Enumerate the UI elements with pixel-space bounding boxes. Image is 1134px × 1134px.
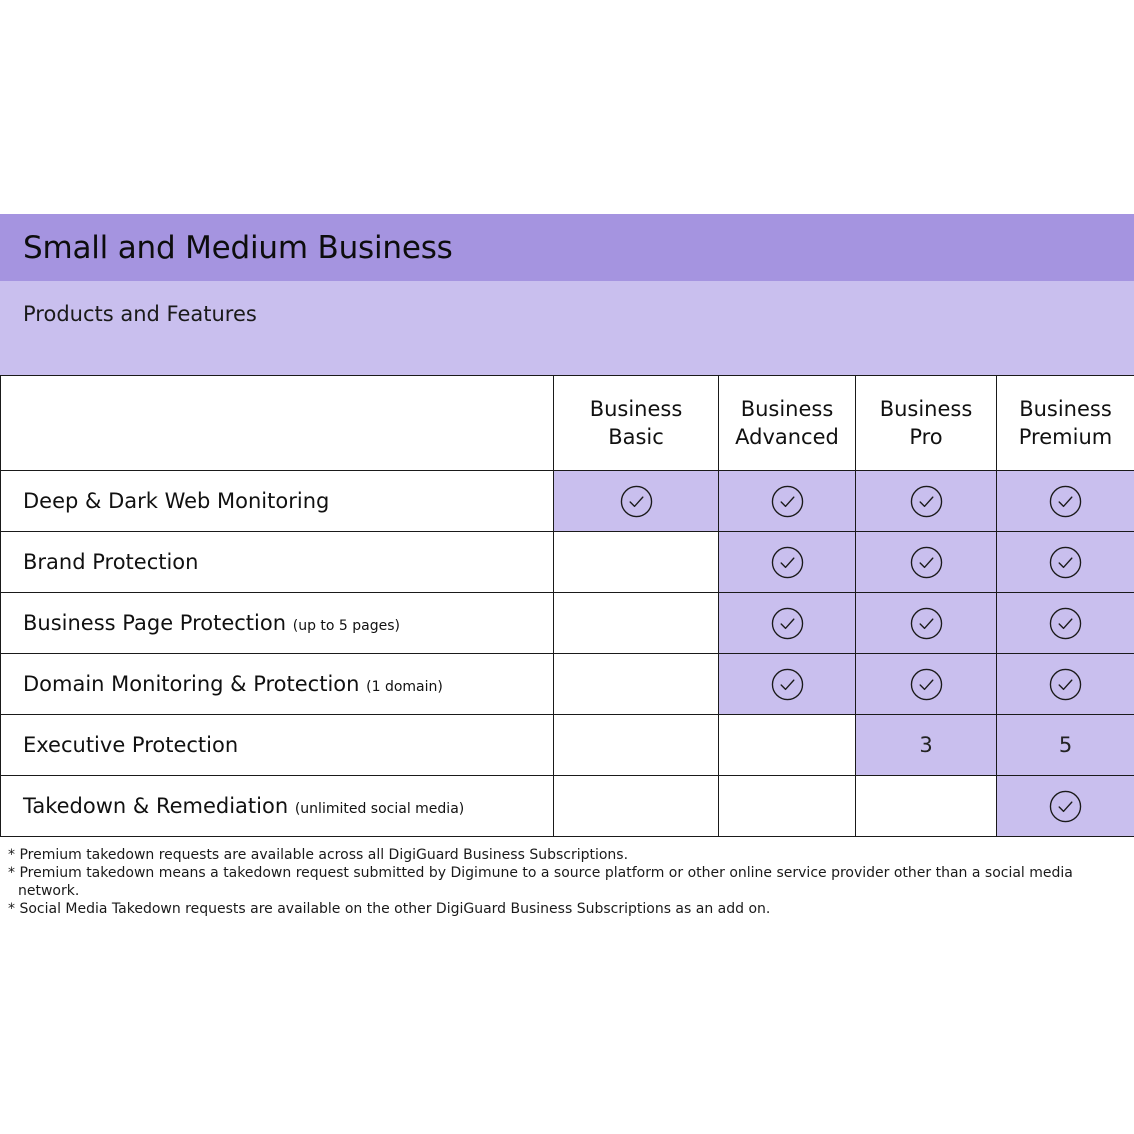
feature-label: Business Page Protection bbox=[23, 611, 287, 635]
feature-label: Brand Protection bbox=[23, 550, 199, 574]
feature-name-cell: Deep & Dark Web Monitoring bbox=[0, 470, 554, 532]
table-row: Domain Monitoring & Protection (1 domain… bbox=[0, 653, 1134, 715]
title-band: Small and Medium Business bbox=[0, 214, 1134, 281]
check-circle-icon bbox=[910, 546, 943, 579]
check-circle-icon bbox=[1049, 607, 1082, 640]
count-value: 5 bbox=[1058, 733, 1073, 757]
footnotes: * Premium takedown requests are availabl… bbox=[8, 846, 1118, 918]
cell-business-pro bbox=[855, 470, 997, 532]
feature-name-cell: Domain Monitoring & Protection (1 domain… bbox=[0, 653, 554, 715]
feature-label: Executive Protection bbox=[23, 733, 239, 757]
cell-business-basic bbox=[553, 531, 719, 593]
header-empty-cell bbox=[0, 375, 554, 471]
cell-business-basic bbox=[553, 653, 719, 715]
feature-note: (unlimited social media) bbox=[294, 801, 465, 817]
cell-business-basic bbox=[553, 470, 719, 532]
check-circle-icon bbox=[771, 607, 804, 640]
feature-name-cell: Brand Protection bbox=[0, 531, 554, 593]
feature-label: Deep & Dark Web Monitoring bbox=[23, 489, 330, 513]
check-circle-icon bbox=[771, 546, 804, 579]
table-row: Executive Protection 3 5 bbox=[0, 714, 1134, 776]
cell-business-premium bbox=[996, 775, 1134, 837]
feature-note: (up to 5 pages) bbox=[292, 618, 400, 634]
feature-name-cell: Executive Protection bbox=[0, 714, 554, 776]
cell-business-pro: 3 bbox=[855, 714, 997, 776]
cell-business-basic bbox=[553, 714, 719, 776]
cell-business-premium: 5 bbox=[996, 714, 1134, 776]
check-circle-icon bbox=[771, 668, 804, 701]
cell-business-advanced bbox=[718, 531, 856, 593]
cell-business-basic bbox=[553, 592, 719, 654]
cell-business-advanced bbox=[718, 592, 856, 654]
cell-business-premium bbox=[996, 592, 1134, 654]
footnote: * Social Media Takedown requests are ava… bbox=[8, 901, 771, 917]
check-circle-icon bbox=[910, 668, 943, 701]
check-circle-icon bbox=[771, 485, 804, 518]
table-row: Brand Protection bbox=[0, 531, 1134, 593]
footnote: * Premium takedown means a takedown requ… bbox=[8, 865, 1073, 899]
cell-business-pro bbox=[855, 653, 997, 715]
cell-business-pro bbox=[855, 592, 997, 654]
cell-business-pro bbox=[855, 531, 997, 593]
count-value: 3 bbox=[919, 733, 933, 757]
feature-comparison-table: Business Basic Business Advanced Business P… bbox=[0, 375, 1134, 837]
column-header-business-advanced: Business Advanced bbox=[718, 375, 856, 471]
table-row: Deep & Dark Web Monitoring bbox=[0, 470, 1134, 532]
table-header-row: Business Basic Business Advanced Business P… bbox=[0, 375, 1134, 471]
column-header-business-basic: Business Basic bbox=[553, 375, 719, 471]
check-circle-icon bbox=[910, 607, 943, 640]
check-circle-icon bbox=[620, 485, 653, 518]
check-circle-icon bbox=[1049, 790, 1082, 823]
feature-label: Takedown & Remediation bbox=[23, 794, 289, 818]
check-circle-icon bbox=[1049, 546, 1082, 579]
cell-business-advanced bbox=[718, 714, 856, 776]
cell-business-advanced bbox=[718, 470, 856, 532]
feature-name-cell: Business Page Protection (up to 5 pages) bbox=[0, 592, 554, 654]
check-circle-icon bbox=[910, 485, 943, 518]
cell-business-premium bbox=[996, 531, 1134, 593]
cell-business-basic bbox=[553, 775, 719, 837]
cell-business-advanced bbox=[718, 653, 856, 715]
column-header-business-pro: Business Pro bbox=[855, 375, 997, 471]
table-row: Business Page Protection (up to 5 pages) bbox=[0, 592, 1134, 654]
column-header-business-premium: Business Premium bbox=[996, 375, 1134, 471]
feature-note: (1 domain) bbox=[366, 679, 443, 695]
feature-name-cell: Takedown & Remediation (unlimited social… bbox=[0, 775, 554, 837]
cell-business-pro bbox=[855, 775, 997, 837]
feature-label: Domain Monitoring & Protection bbox=[23, 672, 360, 696]
page-title: Small and Medium Business bbox=[23, 230, 453, 266]
cell-business-premium bbox=[996, 470, 1134, 532]
cell-business-premium bbox=[996, 653, 1134, 715]
check-circle-icon bbox=[1049, 668, 1082, 701]
subtitle-band: Products and Features bbox=[0, 281, 1134, 376]
footnote: * Premium takedown requests are availabl… bbox=[8, 847, 629, 863]
page-subtitle: Products and Features bbox=[23, 302, 257, 326]
check-circle-icon bbox=[1049, 485, 1082, 518]
cell-business-advanced bbox=[718, 775, 856, 837]
table-row: Takedown & Remediation (unlimited social… bbox=[0, 775, 1134, 837]
